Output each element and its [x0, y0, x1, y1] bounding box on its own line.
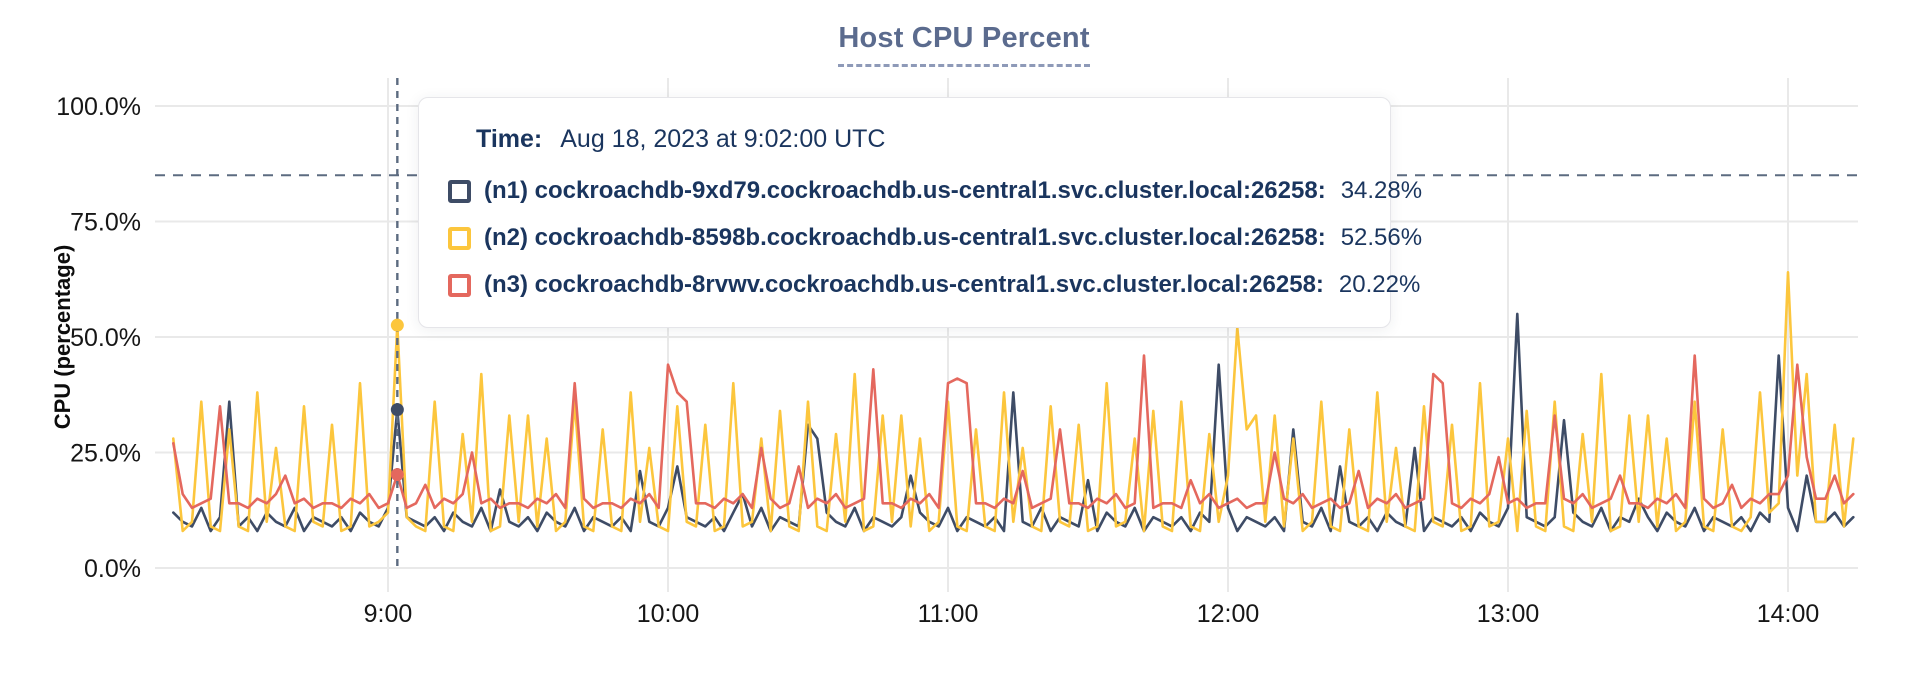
- tooltip-series-row-n2: (n2) cockroachdb-8598b.cockroachdb.us-ce…: [448, 224, 1422, 252]
- tooltip-time-label: Time:: [476, 125, 543, 153]
- series-line-n3: [172, 354, 1855, 510]
- chart-tooltip: Time: Aug 18, 2023 at 9:02:00 UTC (n1) co…: [418, 97, 1422, 328]
- x-tick-label: 14:00: [1757, 600, 1820, 628]
- y-tick-label: 25.0%: [70, 440, 141, 468]
- series-value-n2: 52.56%: [1340, 224, 1423, 251]
- y-tick-label: 50.0%: [70, 324, 141, 352]
- chart-header: Host CPU Percent: [0, 22, 1928, 67]
- cursor-dot-n3: [390, 468, 404, 482]
- tooltip-time-value: Aug 18, 2023 at 9:02:00 UTC: [560, 125, 886, 153]
- cursor-dot-n2: [390, 318, 404, 332]
- series-line-n2: [172, 270, 1855, 533]
- tooltip-time-row: Time: Aug 18, 2023 at 9:02:00 UTC: [476, 125, 1366, 154]
- tooltip-series-row-n3: (n3) cockroachdb-8rvwv.cockroachdb.us-ce…: [448, 271, 1420, 299]
- x-tick-label: 9:00: [364, 600, 413, 628]
- series-name-n1: (n1) cockroachdb-9xd79.cockroachdb.us-ce…: [484, 177, 1326, 204]
- y-tick-label: 75.0%: [70, 209, 141, 237]
- series-value-n1: 34.28%: [1340, 177, 1423, 204]
- x-tick-label: 12:00: [1197, 600, 1260, 628]
- y-tick-labels: 0.0% 25.0% 50.0% 75.0% 100.0%: [56, 93, 141, 583]
- series-swatch-n1: [448, 179, 471, 203]
- series-name-n3: (n3) cockroachdb-8rvwv.cockroachdb.us-ce…: [484, 271, 1324, 298]
- y-tick-label: 0.0%: [84, 555, 141, 583]
- x-tick-label: 10:00: [637, 600, 700, 628]
- chart-title[interactable]: Host CPU Percent: [838, 22, 1090, 67]
- x-tick-label: 11:00: [918, 600, 979, 628]
- cursor-dot-n1: [390, 403, 404, 417]
- series-name-n2: (n2) cockroachdb-8598b.cockroachdb.us-ce…: [484, 224, 1326, 251]
- tooltip-series-row-n1: (n1) cockroachdb-9xd79.cockroachdb.us-ce…: [448, 177, 1422, 205]
- y-axis-title: CPU (percentage): [50, 244, 75, 430]
- x-tick-labels: 9:00 10:00 11:00 12:00 13:00 14:00: [364, 600, 1820, 628]
- x-tick-label: 13:00: [1477, 600, 1540, 628]
- series-swatch-n3: [448, 273, 471, 297]
- series-line-n1: [172, 312, 1855, 533]
- y-tick-label: 100.0%: [56, 93, 141, 121]
- series-value-n3: 20.22%: [1338, 271, 1421, 298]
- series-swatch-n2: [448, 226, 471, 250]
